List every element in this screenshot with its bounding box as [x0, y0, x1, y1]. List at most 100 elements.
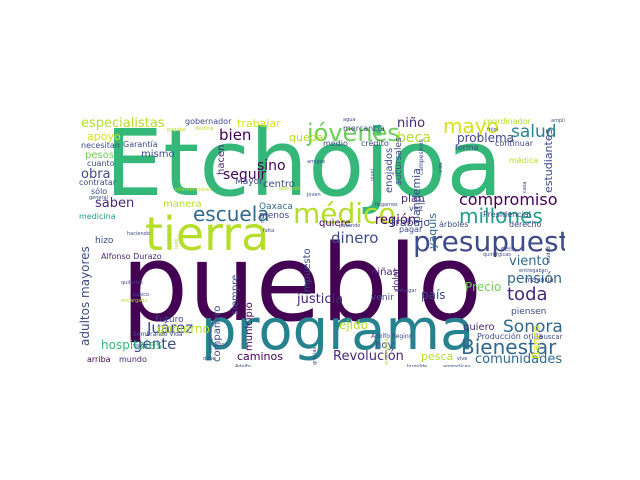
word-centro: centro: [263, 179, 295, 190]
word-garantia: Garantía: [123, 140, 158, 149]
word-pension: pensión: [507, 271, 562, 287]
word-justicia: justicia: [297, 292, 344, 307]
word-votos: votos: [133, 343, 147, 349]
word-pesos: pesos: [85, 150, 115, 161]
word-sonora: Sonora: [503, 317, 563, 337]
word-frijol: frijol: [487, 127, 499, 133]
word-agua: agua: [343, 117, 356, 123]
word-toda: toda: [507, 284, 548, 305]
word-municipio: municipio: [244, 302, 255, 351]
word-pesca: pesca: [421, 350, 454, 363]
word-queda: queda: [289, 131, 324, 144]
word-presidencial: Presidencial: [483, 210, 531, 219]
word-yaquis: yaquis: [426, 213, 439, 249]
word-compromiso: compromiso: [459, 190, 558, 209]
word-encargado: encargado: [121, 298, 148, 304]
word-obra: obra: [81, 167, 111, 182]
word-programa: programa: [201, 298, 475, 363]
word-entregar: entregar: [395, 288, 417, 294]
word-gracias: gracias: [312, 346, 318, 365]
word-precio: Precio: [465, 280, 502, 294]
word-salud: salud: [511, 122, 557, 142]
word-derecho: derecho: [509, 220, 542, 229]
word-seis: seis: [501, 245, 515, 253]
word-encargada: encargada: [384, 338, 390, 365]
word-pagaba: pagaba: [167, 127, 186, 133]
word-coordinador: coordinador: [483, 117, 531, 126]
word-revolucion: Revolución: [333, 349, 404, 364]
word-hoy: hoy: [375, 340, 394, 351]
word-anos: años: [215, 342, 227, 348]
word-sucursales: sucursales: [394, 137, 404, 185]
word-casa: casa: [522, 181, 528, 193]
word-medico: médico: [293, 197, 396, 230]
word-tierra: tierra: [145, 207, 270, 261]
word-mercancia: mercancía: [343, 124, 385, 133]
word-gobierno: gobierno: [157, 322, 210, 336]
word-vez: vez: [409, 204, 423, 213]
word-caminos: caminos: [237, 350, 283, 363]
word-quirurgicas: quirúrgicas: [483, 252, 511, 258]
word-bien: bien: [219, 126, 252, 144]
word-apoyo: apoyo: [87, 130, 121, 143]
word-hizo: hizo: [95, 236, 114, 246]
word-quitarles: quitarles: [121, 280, 143, 286]
word-mismo: mismo: [141, 149, 175, 160]
word-vive: vive: [457, 356, 468, 362]
word-menos: menos: [259, 211, 290, 221]
word-oaxaca: Oaxaca: [259, 202, 293, 212]
word-plan: plan: [401, 192, 425, 205]
word-llegamos: llegamos: [375, 202, 398, 208]
word-presupuesto: presupuesto: [413, 225, 565, 258]
word-destina: destina: [195, 126, 214, 132]
word-cuanto: cuanto: [87, 159, 115, 168]
word-necesitan: necesitan: [81, 141, 120, 150]
word-gobernador: gobernador: [185, 117, 232, 126]
word-medicina: medicina: [79, 212, 116, 221]
word-haciendo: haciendo: [127, 231, 150, 237]
word-dolor: dolor: [392, 268, 402, 291]
word-bienestar: Bienestar: [461, 335, 557, 359]
word-mayoria: mayoria: [525, 276, 554, 284]
word-pagar: pagar: [399, 225, 423, 234]
word-sino: sino: [257, 158, 286, 174]
word-ciudad: ciudad: [546, 246, 552, 263]
word-trabajo: trabajo: [391, 216, 431, 229]
word-etchojoa: Etchojoa: [105, 113, 503, 217]
word-piensen: piensen: [511, 307, 547, 317]
word-mil: mil: [260, 215, 266, 223]
word-futuro: Futuro: [155, 315, 184, 325]
word-nino: niño: [397, 116, 426, 131]
word-falta: falta: [263, 228, 275, 234]
word-medica: médica: [509, 156, 539, 165]
word-forma: forma: [455, 143, 479, 152]
word-medio: medio: [323, 139, 348, 148]
word-siempre: siempre: [230, 274, 241, 315]
word-intervenciones: intervenciones: [175, 187, 212, 193]
word-arriba: arriba: [87, 355, 111, 364]
word-hospitales: hospitales: [101, 338, 163, 352]
word-atencion: atención: [279, 186, 301, 192]
word-solo: sólo: [91, 187, 108, 196]
word-campesinos: campesinos: [418, 139, 425, 175]
word-credito: crédito: [361, 139, 389, 148]
word-general: general: [89, 195, 109, 201]
word-continuar: continuar: [495, 139, 534, 148]
word-pasando: pasando: [339, 223, 361, 229]
word-gente: gente: [133, 335, 177, 353]
word-aprendices: aprendices: [443, 364, 471, 368]
word-arboles: árboles: [439, 220, 469, 229]
word-sembrando-vida: Sembrando Vida: [133, 331, 183, 338]
word-produccion-orilla: Producción orilla: [477, 332, 544, 341]
word-escuela: escuela: [193, 202, 270, 226]
word-manera: manera: [163, 199, 202, 210]
word-lado: lado: [174, 238, 180, 249]
word-especialistas: especialistas: [81, 116, 165, 131]
word-alfonso-durazo: Alfonso Durazo: [101, 252, 162, 261]
word-ir: ir: [418, 198, 428, 205]
word-pais: país: [421, 288, 446, 302]
word-seguir: seguir: [223, 167, 267, 183]
word-dinero: dinero: [331, 229, 379, 247]
word-ejido: ejido: [339, 318, 369, 332]
word-mundo: mundo: [119, 355, 147, 364]
